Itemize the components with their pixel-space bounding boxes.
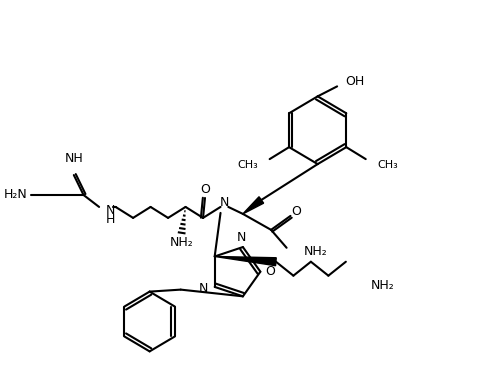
Text: CH₃: CH₃ xyxy=(237,160,258,170)
Text: H₂N: H₂N xyxy=(4,188,27,202)
Text: N: N xyxy=(198,282,207,296)
Polygon shape xyxy=(242,197,263,214)
Text: NH: NH xyxy=(64,152,83,165)
Text: N: N xyxy=(219,196,228,209)
Text: CH₃: CH₃ xyxy=(377,160,397,170)
Polygon shape xyxy=(214,256,276,266)
Text: H: H xyxy=(106,214,115,226)
Text: NH₂: NH₂ xyxy=(304,245,327,258)
Text: O: O xyxy=(265,265,275,278)
Text: NH₂: NH₂ xyxy=(169,236,193,249)
Text: N: N xyxy=(106,205,115,217)
Text: N: N xyxy=(236,230,245,244)
Text: O: O xyxy=(291,205,301,218)
Text: O: O xyxy=(200,183,209,197)
Text: NH₂: NH₂ xyxy=(370,279,394,292)
Text: OH: OH xyxy=(344,75,363,88)
